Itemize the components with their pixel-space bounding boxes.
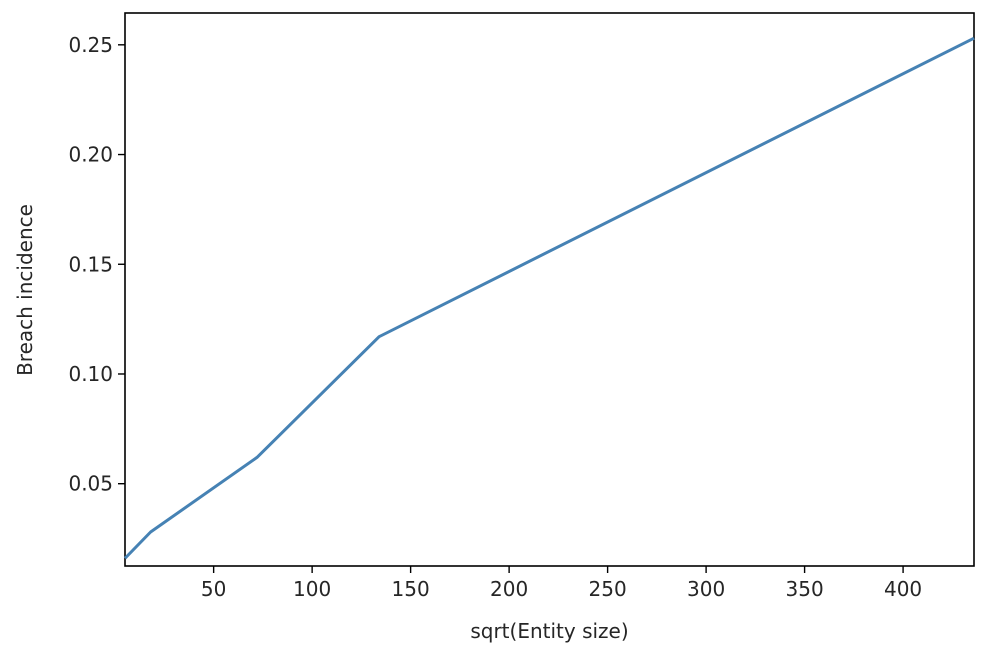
x-tick-label: 100 [293,577,331,601]
x-tick-label: 300 [687,577,725,601]
y-tick-label: 0.25 [68,33,113,57]
x-tick-label: 250 [589,577,627,601]
y-tick-label: 0.15 [68,252,113,276]
x-axis-ticks: 50 100 150 200 250 300 350 400 [201,566,922,601]
x-axis-label: sqrt(Entity size) [470,619,628,643]
series-line [123,36,975,560]
x-tick-label: 200 [490,577,528,601]
x-tick-label: 150 [392,577,430,601]
y-tick-label: 0.10 [68,362,113,386]
series-layer [123,36,975,560]
y-tick-label: 0.05 [68,472,113,496]
y-tick-label: 0.20 [68,143,113,167]
x-tick-label: 50 [201,577,226,601]
x-tick-label: 400 [884,577,922,601]
plot-area-frame [124,12,975,567]
y-axis-label: Breach incidence [13,204,37,376]
y-axis-ticks: 0.05 0.10 0.15 0.20 0.25 [68,33,125,496]
x-tick-label: 350 [786,577,824,601]
